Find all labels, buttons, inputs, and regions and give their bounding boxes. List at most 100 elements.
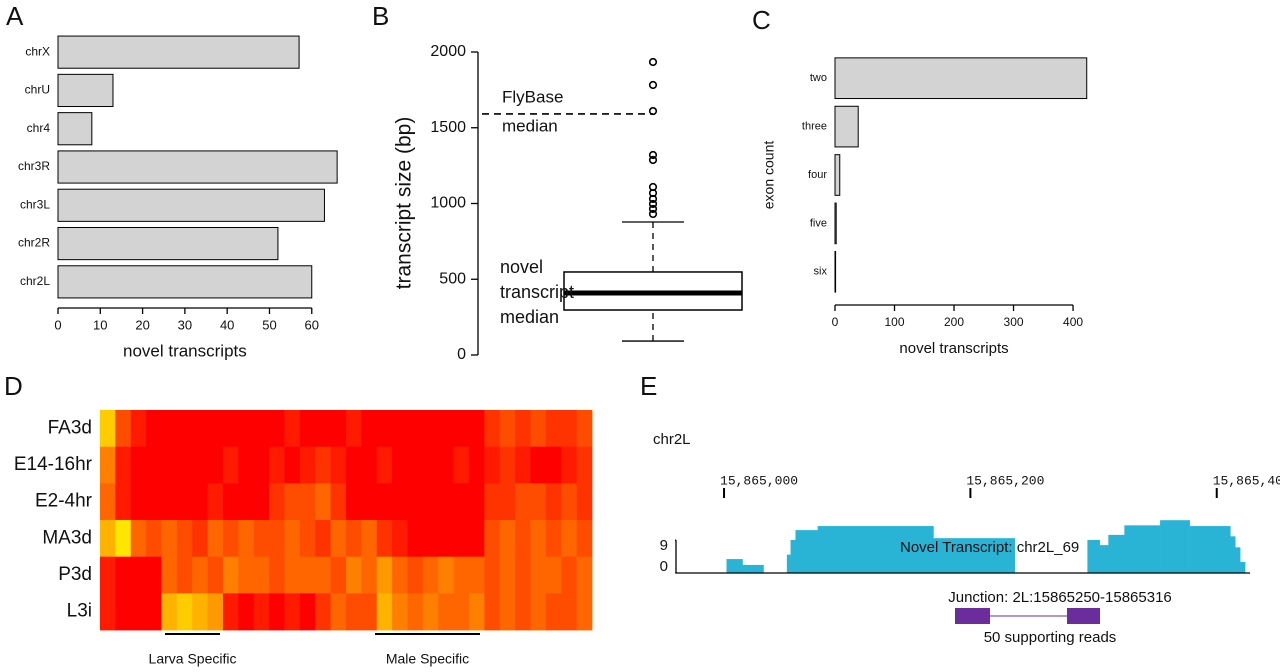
heat-cell — [515, 483, 531, 521]
heat-cell — [207, 520, 224, 558]
coverage-bar — [742, 564, 764, 573]
heat-cell — [130, 410, 147, 448]
heat-cell — [407, 483, 424, 521]
heat-cell — [499, 520, 516, 558]
heat-cell — [330, 446, 347, 484]
heat-cell — [422, 520, 439, 558]
heat-cell — [422, 556, 439, 594]
heat-cell — [299, 556, 316, 594]
x-tick-label: 15,865,400 — [1213, 473, 1280, 488]
heat-cell — [207, 410, 224, 448]
outlier — [648, 199, 658, 209]
heat-cell — [453, 483, 470, 521]
heat-cell — [207, 446, 224, 484]
heat-cell — [299, 446, 316, 484]
x-tick-label: 200 — [944, 315, 964, 329]
heat-cell — [530, 410, 547, 448]
coverage-bar — [1087, 540, 1101, 573]
heat-cell — [223, 520, 239, 558]
x-tick-label: 30 — [178, 317, 192, 332]
heat-cell — [238, 410, 255, 448]
heat-cell — [284, 520, 301, 558]
heat-cell — [392, 446, 408, 484]
heat-cell — [530, 520, 547, 558]
heat-cell — [161, 483, 178, 521]
heat-cell — [484, 446, 501, 484]
y-tick-label: 0 — [660, 558, 668, 575]
heat-cell — [130, 556, 147, 594]
heat-cell — [484, 556, 501, 594]
heat-cell — [115, 410, 132, 448]
category-label: four — [808, 169, 827, 181]
heat-cell — [545, 446, 562, 484]
heat-cell — [315, 556, 332, 594]
x-tick-label: 100 — [884, 315, 904, 329]
heat-cell — [499, 483, 516, 521]
heat-cell — [422, 483, 439, 521]
heat-cell — [269, 593, 285, 631]
bar — [57, 35, 300, 69]
bar — [57, 265, 313, 299]
heat-cell — [346, 410, 362, 448]
heat-cell — [253, 410, 270, 448]
junction-label: Junction: 2L:15865250-15865316 — [948, 589, 1172, 606]
annotation-label: Larva Specific — [149, 651, 237, 667]
outlier — [648, 182, 658, 192]
coverage-bar — [790, 540, 796, 573]
coverage-bar — [1124, 525, 1161, 573]
heat-cell — [284, 410, 301, 448]
heat-cell — [561, 446, 578, 484]
heat-cell — [484, 483, 501, 521]
y-axis-label: exon count — [761, 141, 777, 210]
coverage-bar — [726, 559, 743, 573]
heat-cell — [100, 520, 116, 558]
heat-cell — [469, 410, 485, 448]
row-label: FA3d — [48, 417, 92, 438]
heat-cell — [376, 593, 393, 631]
heat-cell — [469, 446, 485, 484]
heat-cell — [176, 593, 193, 631]
heat-cell — [453, 520, 470, 558]
panel-letter: B — [372, 1, 389, 31]
heat-cell — [330, 520, 347, 558]
annotation-label: Male Specific — [386, 651, 469, 667]
heat-cell — [392, 520, 408, 558]
heat-cell — [515, 410, 531, 448]
x-tick-label: 50 — [262, 317, 276, 332]
coverage-bar — [1240, 562, 1246, 573]
heat-cell — [330, 556, 347, 594]
heat-cell — [330, 483, 347, 521]
heat-cell — [269, 410, 285, 448]
heat-cell — [361, 520, 378, 558]
heat-cell — [499, 556, 516, 594]
heat-cell — [422, 446, 439, 484]
heat-cell — [269, 520, 285, 558]
heat-cell — [392, 410, 408, 448]
category-label: chr3R — [18, 159, 50, 173]
read-block — [1067, 608, 1100, 624]
heat-cell — [223, 410, 239, 448]
heat-cell — [299, 593, 316, 631]
heat-cell — [499, 410, 516, 448]
heat-cell — [115, 483, 132, 521]
heat-cell — [253, 483, 270, 521]
heat-cell — [253, 520, 270, 558]
outlier — [648, 209, 658, 219]
category-label: five — [810, 217, 827, 229]
category-label: chr2L — [20, 274, 50, 288]
heat-cell — [422, 410, 439, 448]
outlier — [648, 150, 658, 160]
heat-cell — [561, 483, 578, 521]
heat-cell — [315, 410, 332, 448]
heat-cell — [515, 520, 531, 558]
x-tick-label: 15,865,200 — [966, 473, 1044, 488]
heat-cell — [484, 520, 501, 558]
x-tick-label: 400 — [1063, 315, 1083, 329]
panel-letter: A — [6, 1, 24, 31]
heat-cell — [315, 520, 332, 558]
heat-cell — [146, 446, 162, 484]
category-label: chr2R — [18, 236, 50, 250]
heat-cell — [484, 593, 501, 631]
heat-cell — [576, 556, 593, 594]
heat-cell — [115, 446, 132, 484]
